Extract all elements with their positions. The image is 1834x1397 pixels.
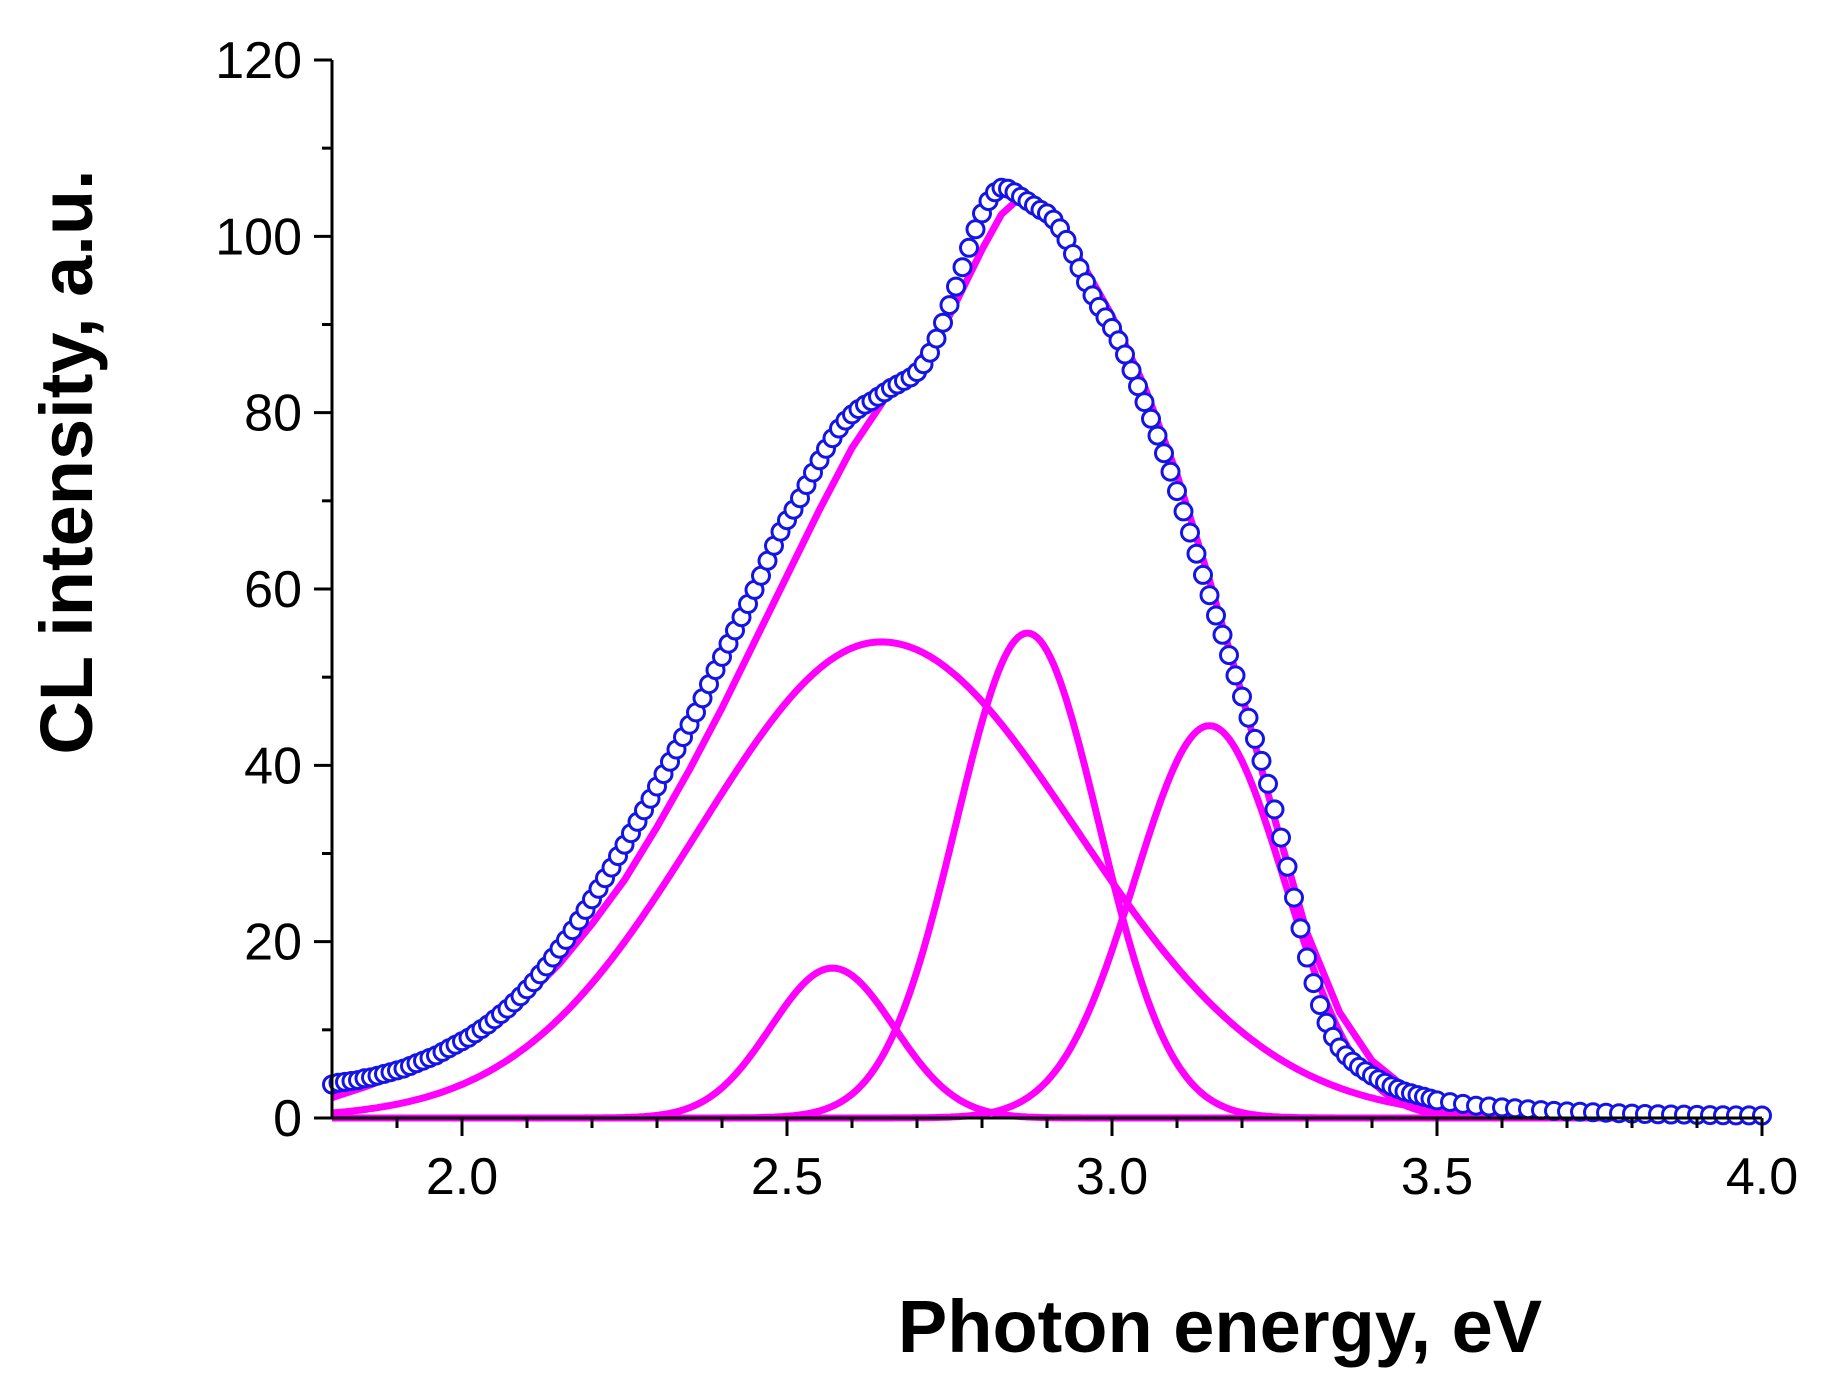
data-point <box>1167 481 1187 502</box>
fit-component-gaussian-1 <box>331 964 1763 1122</box>
fit-component-gaussian-2 <box>331 638 1763 1122</box>
data-point <box>1290 918 1311 939</box>
y-tick-label: 120 <box>215 32 302 90</box>
y-tick-label: 0 <box>273 1090 302 1148</box>
data-point <box>1206 605 1226 626</box>
data-point <box>1225 665 1246 686</box>
data-point <box>1245 728 1265 749</box>
data-point <box>1134 392 1155 413</box>
data-point <box>952 257 973 278</box>
x-tick-label: 3.0 <box>1076 1148 1148 1206</box>
x-tick-label: 2.5 <box>751 1148 823 1206</box>
x-tick-label: 4.0 <box>1726 1148 1798 1206</box>
x-tick-label: 2.0 <box>426 1148 498 1206</box>
data-point <box>1186 543 1207 564</box>
data-point <box>1251 750 1272 771</box>
data-point <box>933 312 953 333</box>
data-point <box>959 237 979 258</box>
data-point <box>1277 856 1298 877</box>
data-point <box>1219 645 1239 666</box>
fit-component-gaussian-3 <box>331 629 1763 1122</box>
data-point <box>1303 973 1324 994</box>
x-axis-title: Photon energy, eV <box>898 1285 1542 1368</box>
y-axis-title: CL intensity, a.u. <box>25 169 108 754</box>
x-tick-label: 3.5 <box>1401 1148 1473 1206</box>
data-point <box>1271 827 1291 848</box>
data-point <box>1180 522 1200 543</box>
data-point <box>1147 425 1168 446</box>
ticks-layer: 2.0 2.5 3.0 3.5 4.0 0 20 40 60 80 100 120 <box>215 32 1798 1206</box>
y-tick-label: 80 <box>244 385 302 443</box>
data-point <box>1264 799 1285 820</box>
data-point <box>1173 501 1194 522</box>
data-point <box>1310 995 1330 1016</box>
data-point <box>1160 461 1181 482</box>
data-point <box>1212 624 1233 645</box>
data-point <box>1154 443 1174 464</box>
y-tick-label: 100 <box>215 208 302 266</box>
data-point <box>1141 408 1161 429</box>
data-point <box>1238 707 1259 728</box>
data-point <box>1297 947 1317 968</box>
y-tick-label: 60 <box>244 561 302 619</box>
data-point <box>1193 564 1213 585</box>
data-point <box>946 276 966 297</box>
data-point <box>939 295 960 316</box>
data-point <box>1232 686 1252 707</box>
y-tick-label: 20 <box>244 914 302 972</box>
data-point <box>1258 773 1278 794</box>
y-tick-label: 40 <box>244 737 302 795</box>
data-point <box>1284 887 1304 908</box>
data-points-layer <box>322 177 1772 1126</box>
data-point <box>1199 585 1220 606</box>
